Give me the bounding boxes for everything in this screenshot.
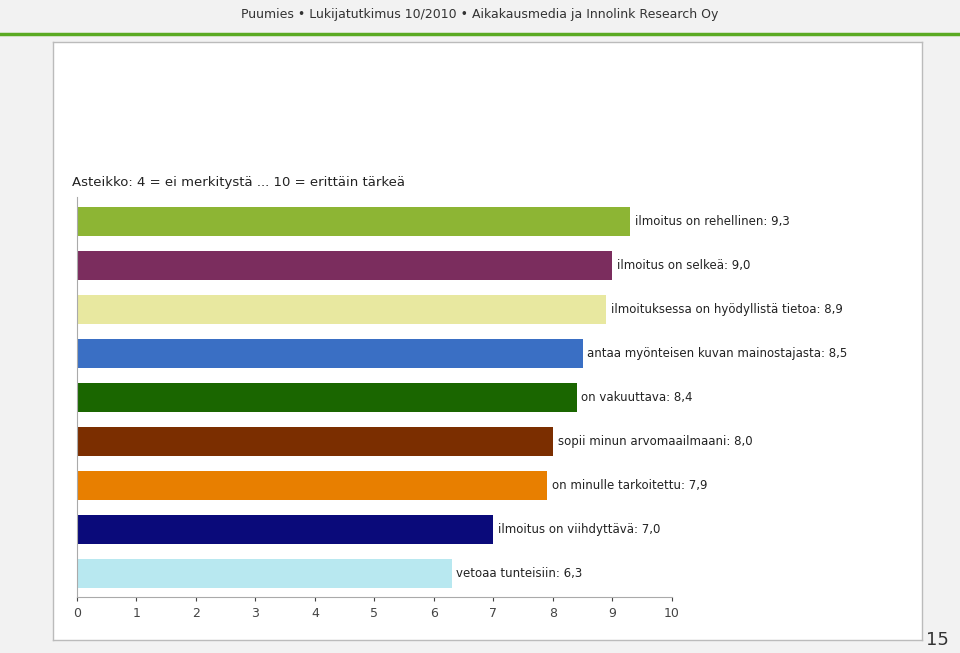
- Bar: [77, 515, 493, 543]
- Bar: [77, 295, 607, 324]
- Text: antaa myönteisen kuvan mainostajasta: 8,5: antaa myönteisen kuvan mainostajasta: 8,…: [588, 347, 848, 360]
- Text: ilmoituksessa on hyödyllistä tietoa: 8,9: ilmoituksessa on hyödyllistä tietoa: 8,9: [612, 303, 843, 316]
- Text: ilmoitus on rehellinen: 9,3: ilmoitus on rehellinen: 9,3: [635, 215, 790, 228]
- Text: on minulle tarkoitettu: 7,9: on minulle tarkoitettu: 7,9: [552, 479, 708, 492]
- Text: on vakuuttava: 8,4: on vakuuttava: 8,4: [582, 391, 693, 404]
- Text: vetoaa tunteisiin: 6,3: vetoaa tunteisiin: 6,3: [457, 567, 583, 580]
- Bar: [77, 471, 547, 500]
- Text: ilmoitus on selkeä: 9,0: ilmoitus on selkeä: 9,0: [617, 259, 751, 272]
- Text: KUVA 12. Ilmoituksiin liittyvien tekijöiden merkitys Puumiehen lukijoille yleise: KUVA 12. Ilmoituksiin liittyvien tekijöi…: [63, 93, 733, 108]
- Bar: [77, 207, 631, 236]
- Bar: [77, 559, 452, 588]
- Text: Puumies • Lukijatutkimus 10/2010 • Aikakausmedia ja Innolink Research Oy: Puumies • Lukijatutkimus 10/2010 • Aikak…: [241, 8, 719, 21]
- Text: ilmoitus on viihdyttävä: 7,0: ilmoitus on viihdyttävä: 7,0: [498, 523, 660, 536]
- Bar: [77, 383, 577, 411]
- Text: Asteikko: 4 = ei merkitystä ... 10 = erittäin tärkeä: Asteikko: 4 = ei merkitystä ... 10 = eri…: [72, 176, 405, 189]
- Text: 15: 15: [925, 631, 948, 649]
- Bar: [77, 427, 553, 456]
- Text: sopii minun arvomaailmaani: 8,0: sopii minun arvomaailmaani: 8,0: [558, 435, 753, 448]
- Bar: [77, 339, 583, 368]
- Bar: [77, 251, 612, 279]
